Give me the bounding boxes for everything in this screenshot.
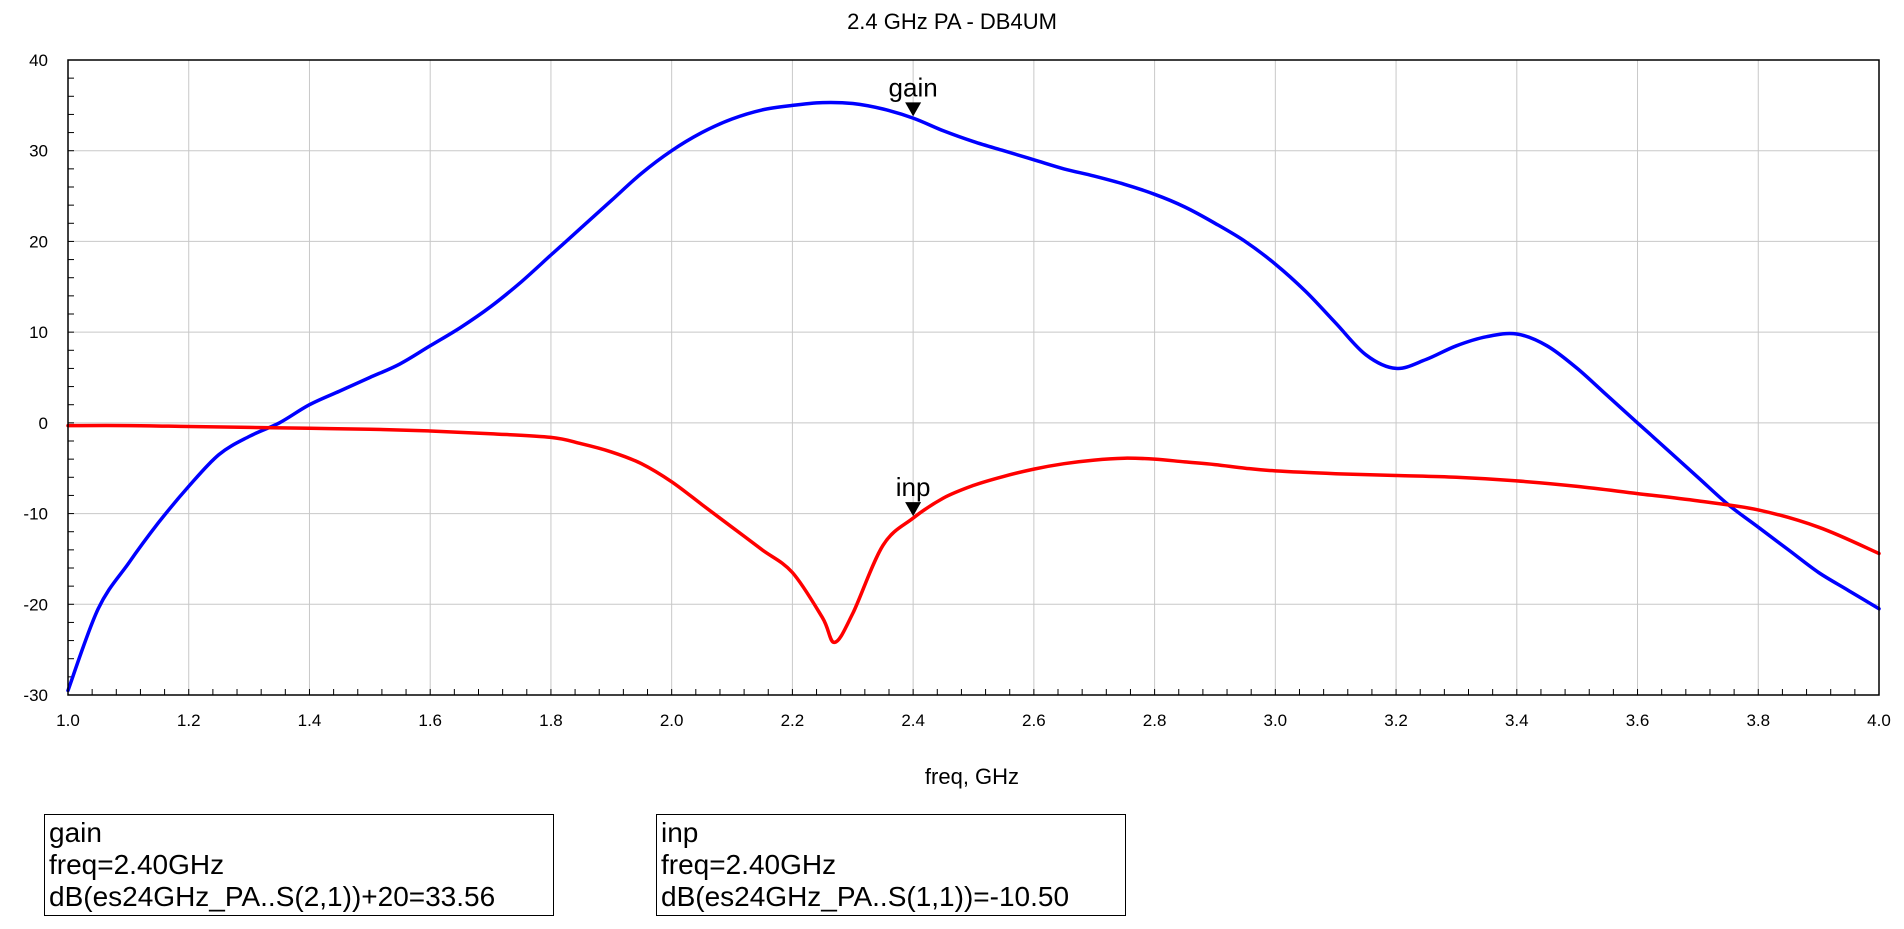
markers-group: gain inp — [889, 72, 938, 517]
y-tick-labels: 40 30 20 10 0 -10 -20 -30 — [23, 51, 48, 705]
x-tick-label: 3.2 — [1384, 711, 1408, 730]
y-tick-label: 10 — [29, 323, 48, 342]
plot-frame — [67, 59, 1880, 696]
marker-gain-label: gain — [889, 72, 938, 102]
inp-readout-expr: dB(es24GHz_PA..S(1,1))=-10.50 — [661, 881, 1070, 912]
inp-readout-freq: freq=2.40GHz — [661, 849, 837, 880]
x-tick-label: 4.0 — [1867, 711, 1891, 730]
x-tick-label: 2.8 — [1143, 711, 1167, 730]
x-tick-label: 1.4 — [298, 711, 322, 730]
x-tick-label: 3.4 — [1505, 711, 1529, 730]
y-tick-label: 30 — [29, 142, 48, 161]
minor-ticks — [67, 59, 1880, 696]
series-group — [66, 100, 1881, 693]
x-tick-label: 1.6 — [418, 711, 442, 730]
x-tick-label: 1.8 — [539, 711, 563, 730]
gain-readout-box: gain freq=2.40GHz dB(es24GHz_PA..S(2,1))… — [44, 814, 554, 916]
series-gain-line — [66, 100, 1881, 693]
x-tick-label: 3.6 — [1626, 711, 1650, 730]
grid — [67, 59, 1880, 696]
gain-readout-expr: dB(es24GHz_PA..S(2,1))+20=33.56 — [49, 881, 496, 912]
marker-inp-triangle — [905, 502, 922, 517]
y-tick-label: -30 — [23, 686, 48, 705]
x-tick-labels: 1.0 1.2 1.4 1.6 1.8 2.0 2.2 2.4 2.6 2.8 3.0 3.2 3.4 3… — [56, 711, 1891, 730]
gain-readout-freq: freq=2.40GHz — [49, 849, 225, 880]
y-tick-label: 20 — [29, 232, 48, 251]
y-tick-label: -20 — [23, 595, 48, 614]
chart-title: 2.4 GHz PA - DB4UM — [847, 9, 1057, 34]
x-tick-label: 3.0 — [1264, 711, 1288, 730]
x-tick-label: 1.2 — [177, 711, 201, 730]
inp-readout-box: inp freq=2.40GHz dB(es24GHz_PA..S(1,1))=… — [656, 814, 1126, 916]
x-tick-label: 2.0 — [660, 711, 684, 730]
gain-readout-name: gain — [49, 817, 102, 848]
y-tick-label: 0 — [39, 414, 48, 433]
x-tick-label: 2.6 — [1022, 711, 1046, 730]
y-tick-label: 40 — [29, 51, 48, 70]
marker-gain-triangle — [905, 102, 922, 117]
x-tick-label: 3.8 — [1746, 711, 1770, 730]
inp-readout-name: inp — [661, 817, 699, 848]
x-axis-label: freq, GHz — [925, 764, 1019, 789]
series-inp-line — [66, 423, 1881, 645]
marker-inp-label: inp — [896, 472, 931, 502]
x-tick-label: 2.4 — [901, 711, 925, 730]
y-tick-label: -10 — [23, 505, 48, 524]
x-tick-label: 1.0 — [56, 711, 80, 730]
x-tick-label: 2.2 — [781, 711, 805, 730]
